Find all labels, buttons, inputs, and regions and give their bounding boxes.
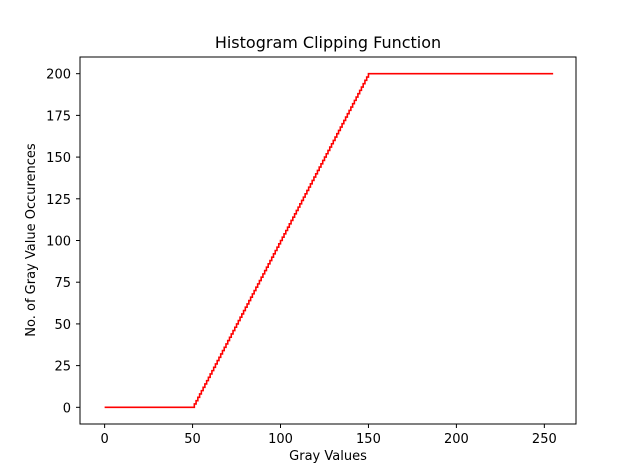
y-tick-label: 125 <box>46 193 71 208</box>
plot-frame <box>79 56 577 425</box>
x-axis-label: Gray Values <box>289 449 367 464</box>
y-tick-label: 100 <box>46 235 71 250</box>
y-tick-label: 50 <box>54 318 71 333</box>
series-line <box>104 72 554 409</box>
y-tick-label: 25 <box>54 360 71 375</box>
x-tick-label: 250 <box>532 432 557 447</box>
x-tick-label: 100 <box>268 432 293 447</box>
y-tick-label: 175 <box>46 109 71 124</box>
series-layer <box>104 72 554 409</box>
y-tick-label: 200 <box>46 68 71 83</box>
chart-title: Histogram Clipping Function <box>215 33 441 52</box>
y-tick-label: 75 <box>54 276 71 291</box>
y-axis-ticks: 0 25 50 75 100 125 150 175 200 <box>46 68 80 416</box>
y-axis-label: No. of Gray Value Occurences <box>24 143 39 337</box>
y-tick-label: 150 <box>46 151 71 166</box>
y-tick-label: 0 <box>63 401 71 416</box>
x-tick-label: 150 <box>356 432 381 447</box>
x-axis-ticks: 0 50 100 150 200 250 <box>100 424 557 447</box>
x-tick-label: 50 <box>184 432 201 447</box>
plot-background <box>80 57 576 424</box>
x-tick-label: 200 <box>444 432 469 447</box>
x-tick-label: 0 <box>100 432 108 447</box>
